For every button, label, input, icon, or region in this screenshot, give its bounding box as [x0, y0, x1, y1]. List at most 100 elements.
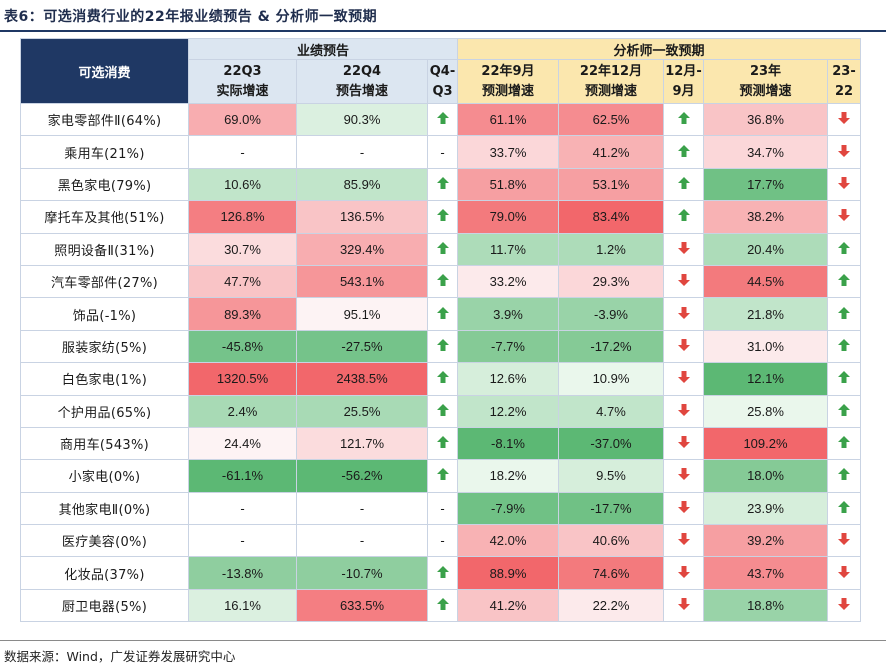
change-23-22	[827, 329, 861, 364]
arrow-up-icon	[436, 209, 449, 222]
change-q4-q3	[427, 200, 458, 234]
industry-name: 厨卫电器(5%)	[20, 588, 189, 623]
group-header-earnings-preview: 业绩预告	[188, 38, 458, 60]
value-22q4: -56.2%	[296, 459, 428, 493]
change-dec-sep	[663, 524, 704, 558]
value-22q4: -	[296, 524, 428, 558]
arrow-up-icon	[838, 371, 850, 384]
table-row: 医疗美容(0%) - - -42.0% 40.6% 39.2%	[20, 524, 861, 558]
value-sep-forecast: 11.7%	[457, 232, 559, 266]
value-dec-forecast: -17.2%	[558, 329, 664, 364]
arrow-up-icon	[838, 274, 850, 287]
value-22q3: -61.1%	[188, 459, 297, 493]
arrow-down-icon	[838, 176, 850, 189]
industry-name: 服装家纺(5%)	[20, 329, 189, 364]
change-q4-q3: -	[427, 491, 458, 526]
arrow-down-icon	[838, 565, 850, 578]
col-header-23-22: 23- 22	[827, 59, 861, 104]
arrow-up-icon	[838, 241, 850, 254]
change-dec-sep	[663, 232, 704, 266]
col-header-dec-forecast: 22年12月 预测增速	[558, 59, 664, 104]
change-dec-sep	[663, 588, 704, 623]
change-q4-q3: -	[427, 135, 458, 169]
change-q4-q3	[427, 426, 458, 461]
industry-name: 家电零部件Ⅱ(64%)	[20, 102, 189, 137]
change-23-22	[827, 264, 861, 299]
value-23-forecast: 31.0%	[703, 329, 828, 364]
arrow-up-icon	[436, 403, 449, 416]
value-22q4: 543.1%	[296, 264, 428, 299]
table-row: 个护用品(65%) 2.4% 25.5% 12.2% 4.7% 25.8%	[20, 394, 861, 428]
value-22q3: 16.1%	[188, 588, 297, 623]
table-row: 化妆品(37%) -13.8% -10.7% 88.9% 74.6% 43.7%	[20, 556, 861, 590]
arrow-down-icon	[677, 274, 690, 287]
value-22q4: 329.4%	[296, 232, 428, 266]
table-row: 汽车零部件(27%) 47.7% 543.1% 33.2% 29.3% 44.5%	[20, 264, 861, 299]
value-23-forecast: 43.7%	[703, 556, 828, 590]
change-dec-sep	[663, 491, 704, 526]
arrow-down-icon	[677, 436, 690, 449]
industry-name: 乘用车(21%)	[20, 135, 189, 169]
change-q4-q3	[427, 362, 458, 396]
value-sep-forecast: -7.7%	[457, 329, 559, 364]
change-q4-q3	[427, 102, 458, 137]
col-header-22q4: 22Q4 预告增速	[296, 59, 428, 104]
arrow-up-icon	[436, 468, 449, 481]
value-22q4: 95.1%	[296, 297, 428, 331]
value-dec-forecast: -3.9%	[558, 297, 664, 331]
arrow-up-icon	[838, 468, 850, 481]
change-23-22	[827, 102, 861, 137]
value-22q3: -45.8%	[188, 329, 297, 364]
change-23-22	[827, 524, 861, 558]
arrow-up-icon	[436, 371, 449, 384]
industry-name: 黑色家电(79%)	[20, 167, 189, 202]
table-row: 家电零部件Ⅱ(64%) 69.0% 90.3% 61.1% 62.5% 36.8%	[20, 102, 861, 137]
col-header-dec-sep: 12月- 9月	[663, 59, 704, 104]
arrow-down-icon	[677, 565, 690, 578]
value-sep-forecast: -8.1%	[457, 426, 559, 461]
value-dec-forecast: 1.2%	[558, 232, 664, 266]
col-header-23-forecast: 23年 预测增速	[703, 59, 828, 104]
value-22q4: 121.7%	[296, 426, 428, 461]
value-sep-forecast: 33.7%	[457, 135, 559, 169]
value-23-forecast: 38.2%	[703, 200, 828, 234]
arrow-up-icon	[436, 176, 449, 189]
change-dec-sep	[663, 200, 704, 234]
value-22q3: -	[188, 491, 297, 526]
industry-name: 饰品(-1%)	[20, 297, 189, 331]
arrow-down-icon	[677, 403, 690, 416]
arrow-up-icon	[677, 209, 690, 222]
value-dec-forecast: 40.6%	[558, 524, 664, 558]
value-22q4: 25.5%	[296, 394, 428, 428]
change-q4-q3	[427, 329, 458, 364]
table-row: 白色家电(1%) 1320.5% 2438.5% 12.6% 10.9% 12.1%	[20, 362, 861, 396]
value-dec-forecast: 41.2%	[558, 135, 664, 169]
arrow-up-icon	[436, 241, 449, 254]
change-23-22	[827, 459, 861, 493]
table-row: 服装家纺(5%) -45.8% -27.5% -7.7% -17.2% 31.0%	[20, 329, 861, 364]
industry-name: 白色家电(1%)	[20, 362, 189, 396]
value-dec-forecast: 83.4%	[558, 200, 664, 234]
industry-name: 医疗美容(0%)	[20, 524, 189, 558]
table-row: 饰品(-1%) 89.3% 95.1% 3.9% -3.9% 21.8%	[20, 297, 861, 331]
value-22q3: 126.8%	[188, 200, 297, 234]
arrow-down-icon	[838, 209, 850, 222]
value-22q3: 89.3%	[188, 297, 297, 331]
value-dec-forecast: -37.0%	[558, 426, 664, 461]
change-dec-sep	[663, 135, 704, 169]
change-q4-q3	[427, 297, 458, 331]
value-22q4: 2438.5%	[296, 362, 428, 396]
arrow-up-icon	[677, 176, 690, 189]
change-23-22	[827, 135, 861, 169]
value-23-forecast: 12.1%	[703, 362, 828, 396]
value-dec-forecast: 62.5%	[558, 102, 664, 137]
industry-name: 照明设备Ⅱ(31%)	[20, 232, 189, 266]
value-dec-forecast: 9.5%	[558, 459, 664, 493]
value-23-forecast: 36.8%	[703, 102, 828, 137]
industry-name: 小家电(0%)	[20, 459, 189, 493]
value-sep-forecast: 3.9%	[457, 297, 559, 331]
arrow-down-icon	[838, 112, 850, 125]
change-dec-sep	[663, 329, 704, 364]
change-dec-sep	[663, 167, 704, 202]
arrow-up-icon	[838, 338, 850, 351]
